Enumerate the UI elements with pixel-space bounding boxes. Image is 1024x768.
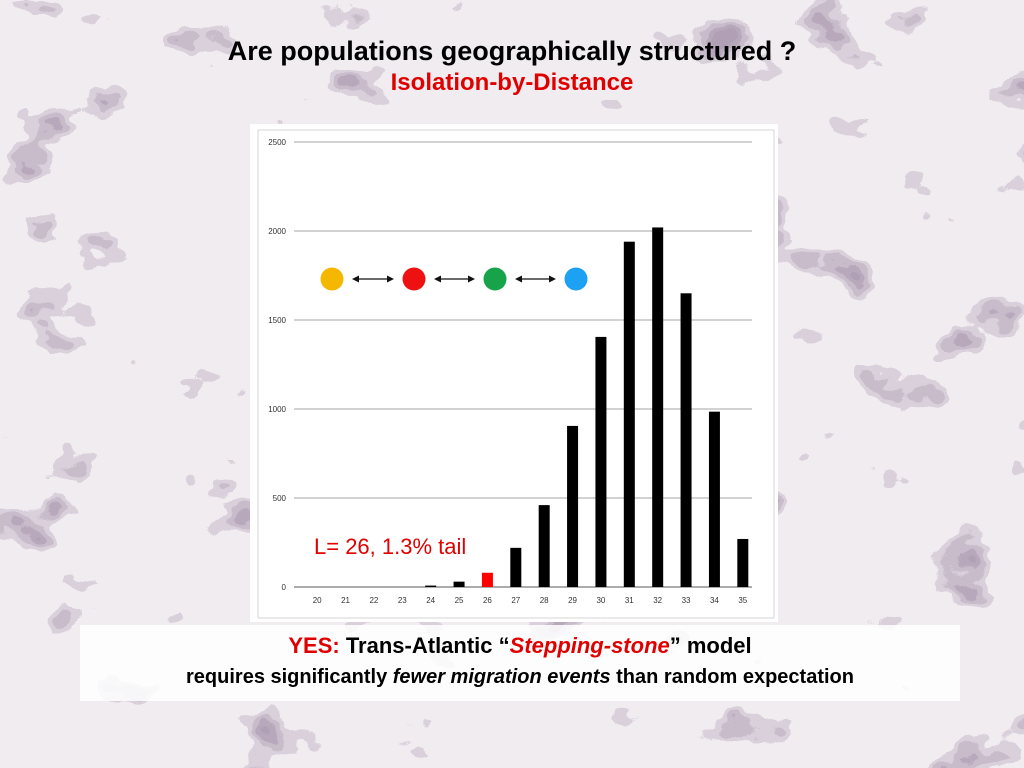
x-tick-label: 24	[426, 596, 435, 605]
bar	[595, 336, 607, 587]
population-dot-icon	[402, 267, 426, 291]
arrow-head-right-icon	[387, 275, 394, 283]
bar	[652, 227, 664, 587]
x-tick-label: 31	[625, 596, 634, 605]
x-tick-label: 21	[341, 596, 350, 605]
chart-panel: 0 500 1000 1500 2000 2500 20 21 22 23 24 25 26 27 28 29…	[250, 124, 778, 622]
arrow-head-right-icon	[468, 275, 475, 283]
bar	[453, 581, 465, 587]
x-tick-label: 33	[682, 596, 691, 605]
bar	[680, 293, 692, 587]
y-tick-label: 2000	[268, 227, 286, 236]
title-block: Are populations geographically structure…	[0, 34, 1024, 98]
caption-line2-start: requires significantly	[186, 666, 393, 688]
bar	[481, 572, 493, 587]
x-tick-label: 23	[398, 596, 407, 605]
x-tick-label: 27	[511, 596, 520, 605]
population-dot-icon	[483, 267, 507, 291]
x-tick-label: 25	[455, 596, 464, 605]
y-tick-label: 500	[273, 494, 287, 503]
caption-main: Trans-Atlantic “	[345, 633, 510, 658]
y-tick-label: 1500	[268, 316, 286, 325]
x-tick-label: 28	[540, 596, 549, 605]
caption-suffix: ” model	[669, 633, 752, 658]
plot-border	[257, 129, 775, 619]
bar-chart: 0 500 1000 1500 2000 2500 20 21 22 23 24 25 26 27 28 29…	[257, 129, 775, 619]
bar	[425, 585, 437, 587]
caption-emphasis: Stepping-stone	[509, 633, 670, 658]
x-tick-label: 20	[313, 596, 322, 605]
bar	[737, 538, 749, 587]
x-tick-label: 30	[596, 596, 605, 605]
caption-line-2: requires significantly fewer migration e…	[80, 663, 960, 691]
slide-title: Are populations geographically structure…	[227, 36, 797, 66]
x-tick-label: 22	[369, 596, 378, 605]
x-tick-label: 29	[568, 596, 577, 605]
bar	[623, 241, 635, 587]
arrow-head-left-icon	[434, 275, 441, 283]
bar	[708, 411, 720, 587]
population-dot-icon	[320, 267, 344, 291]
slide-subtitle: Isolation-by-Distance	[390, 69, 634, 96]
arrow-head-left-icon	[352, 275, 359, 283]
bar	[538, 505, 550, 587]
annotation-label: L= 26, 1.3% tail	[314, 534, 466, 559]
bar	[510, 547, 522, 587]
caption-block: YES: Trans-Atlantic “Stepping-stone” mod…	[80, 625, 960, 701]
x-tick-label: 34	[710, 596, 719, 605]
y-tick-label: 0	[282, 583, 287, 592]
caption-yes: YES:	[288, 633, 340, 658]
arrow-head-left-icon	[515, 275, 522, 283]
x-tick-label: 26	[483, 596, 492, 605]
arrow-head-right-icon	[549, 275, 556, 283]
bar	[567, 425, 579, 587]
caption-line2-end: than random expectation	[610, 666, 854, 688]
x-tick-label: 32	[653, 596, 662, 605]
caption-line2-emphasis: fewer migration events	[392, 666, 611, 688]
population-dot-icon	[564, 267, 588, 291]
y-tick-label: 1000	[268, 405, 286, 414]
x-tick-label: 35	[738, 596, 747, 605]
caption-line-1: YES: Trans-Atlantic “Stepping-stone” mod…	[80, 629, 960, 663]
y-tick-label: 2500	[268, 138, 286, 147]
